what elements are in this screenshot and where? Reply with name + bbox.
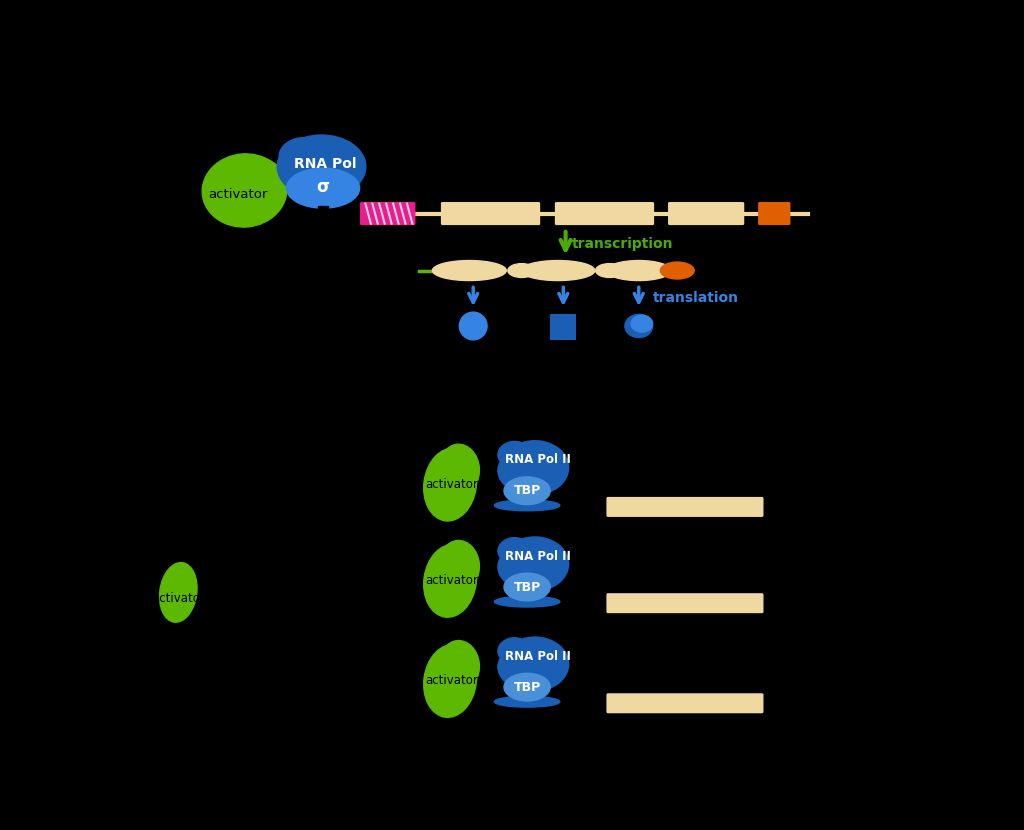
Ellipse shape [521, 261, 595, 281]
Ellipse shape [495, 696, 560, 707]
Ellipse shape [596, 264, 624, 277]
Ellipse shape [168, 564, 195, 606]
Ellipse shape [495, 596, 560, 607]
Ellipse shape [625, 315, 652, 338]
Text: transcription: transcription [571, 237, 673, 251]
Ellipse shape [498, 451, 552, 493]
Ellipse shape [439, 540, 479, 590]
FancyBboxPatch shape [668, 202, 744, 225]
FancyBboxPatch shape [441, 202, 541, 225]
Ellipse shape [498, 538, 528, 563]
Text: TBP: TBP [513, 580, 541, 593]
Ellipse shape [495, 500, 560, 510]
Text: RNA Pol II: RNA Pol II [505, 549, 570, 563]
Ellipse shape [498, 647, 552, 689]
Bar [317, 206, 329, 215]
Text: activator: activator [209, 188, 268, 201]
Text: RNA Pol II: RNA Pol II [505, 453, 570, 466]
Ellipse shape [631, 315, 652, 332]
Ellipse shape [504, 574, 550, 601]
Ellipse shape [280, 138, 321, 169]
Text: activator: activator [425, 574, 478, 588]
Text: σ: σ [316, 178, 330, 196]
Text: activator: activator [425, 478, 478, 491]
Ellipse shape [424, 645, 476, 717]
Ellipse shape [287, 168, 359, 208]
Ellipse shape [504, 477, 550, 505]
Ellipse shape [498, 546, 552, 589]
Ellipse shape [606, 261, 671, 281]
Ellipse shape [498, 442, 528, 466]
FancyBboxPatch shape [758, 202, 791, 225]
FancyBboxPatch shape [606, 497, 764, 517]
Ellipse shape [424, 544, 476, 618]
Ellipse shape [508, 264, 536, 277]
Ellipse shape [278, 135, 366, 198]
FancyBboxPatch shape [360, 202, 416, 225]
FancyBboxPatch shape [606, 593, 764, 613]
Ellipse shape [501, 637, 568, 691]
Ellipse shape [424, 448, 476, 521]
Ellipse shape [501, 537, 568, 591]
Ellipse shape [438, 488, 469, 511]
Ellipse shape [202, 154, 287, 227]
Ellipse shape [160, 563, 197, 622]
Ellipse shape [438, 584, 469, 608]
Ellipse shape [660, 262, 694, 279]
Text: RNA Pol II: RNA Pol II [505, 650, 570, 663]
Text: TBP: TBP [513, 681, 541, 694]
Text: translation: translation [652, 291, 738, 305]
Ellipse shape [438, 685, 469, 708]
Ellipse shape [439, 641, 479, 691]
Ellipse shape [504, 673, 550, 701]
Text: activator: activator [425, 675, 478, 687]
Ellipse shape [208, 178, 273, 222]
Text: RNA Pol: RNA Pol [294, 157, 356, 170]
Ellipse shape [225, 157, 287, 212]
FancyBboxPatch shape [550, 315, 575, 339]
Ellipse shape [432, 261, 506, 281]
Ellipse shape [498, 637, 528, 662]
FancyBboxPatch shape [606, 693, 764, 713]
FancyBboxPatch shape [555, 202, 654, 225]
Text: activator: activator [152, 592, 205, 605]
Circle shape [460, 312, 487, 339]
Ellipse shape [501, 441, 568, 495]
Text: TBP: TBP [513, 484, 541, 497]
Ellipse shape [439, 444, 479, 494]
Bar [341, 206, 356, 222]
